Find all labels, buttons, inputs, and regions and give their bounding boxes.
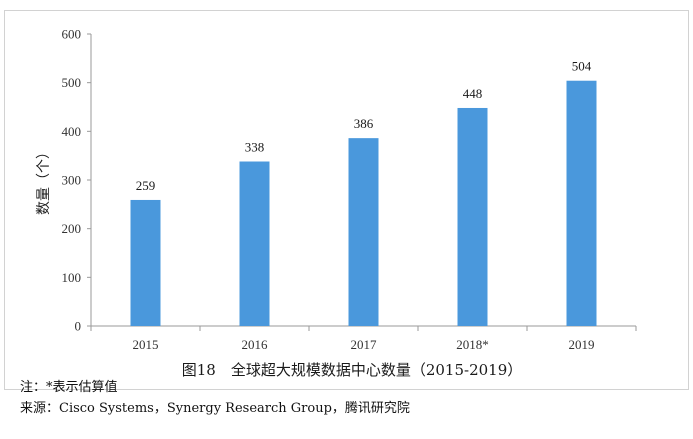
y-tick-label: 300 [62,173,82,188]
y-tick-label: 100 [62,270,82,285]
source-note: 来源：Cisco Systems，Synergy Research Group，… [20,401,410,416]
y-tick-label: 600 [62,27,82,42]
bar-2017 [348,138,379,326]
data-labels: 259 338 386 448 504 [136,59,592,193]
data-label: 259 [136,178,156,193]
y-tick-label: 500 [62,75,82,90]
x-tick-label: 2016 [242,337,269,352]
estimate-note: 注：*表示估算值 [20,380,118,395]
data-label: 448 [463,86,483,101]
y-axis-ticks: 0 100 200 300 400 500 600 [62,27,91,334]
data-label: 338 [245,140,265,155]
x-axis-ticks: 2015 2016 2017 2018* 2019 [90,326,637,352]
bar-2018-est [457,107,488,327]
data-label: 386 [354,116,374,131]
bar-2015 [130,199,161,326]
y-axis-label: 数量（个） [36,145,52,215]
x-tick-label: 2018* [456,337,489,352]
chart-caption: 图18 全球超大规模数据中心数量（2015-2019） [182,361,523,379]
bar-2019 [566,80,597,326]
y-tick-label: 0 [75,319,82,334]
bars [130,80,597,327]
y-tick-label: 200 [62,221,82,236]
y-tick-label: 400 [62,124,82,139]
data-label: 504 [572,59,592,74]
x-tick-label: 2015 [133,337,159,352]
x-tick-label: 2017 [351,337,378,352]
x-tick-label: 2019 [569,337,595,352]
bar-2016 [239,161,270,326]
chart-frame [4,10,689,390]
